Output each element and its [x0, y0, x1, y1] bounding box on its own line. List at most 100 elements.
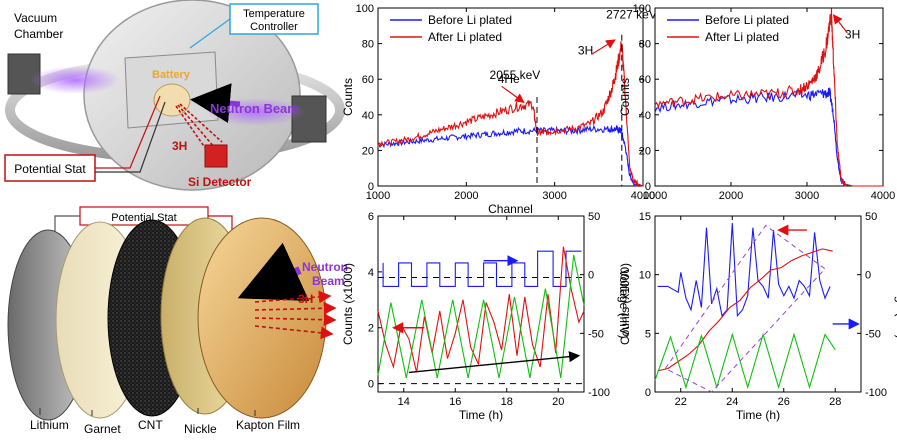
potential-label: Potential Stat — [14, 162, 86, 176]
battery-label: Battery — [152, 69, 191, 81]
y-tick-label: 0 — [368, 181, 374, 193]
y-tick-label: 15 — [639, 211, 651, 223]
x-tick-label: 4000 — [631, 190, 655, 202]
layer-label-lithium: Lithium — [30, 418, 69, 432]
annotation-label: 4He — [498, 72, 520, 86]
y-tick-label: 2 — [368, 323, 374, 335]
y2-tick-label: -50 — [588, 328, 604, 340]
h-arrow — [832, 14, 848, 34]
x-tick-label: 3000 — [542, 190, 566, 202]
y-tick-label: 10 — [639, 270, 651, 282]
y-tick-label: 5 — [645, 328, 651, 340]
annotation-label: 2727 keV — [606, 8, 657, 22]
battery-cell — [153, 83, 191, 117]
triton-label: 3H — [172, 139, 187, 153]
series-line-after-li-plated — [654, 8, 883, 187]
annotation-label: 3H — [578, 43, 593, 57]
y-tick-label: 4 — [368, 267, 374, 279]
series-line-green — [654, 332, 836, 390]
layer-label-cnt: CNT — [138, 418, 163, 432]
x-tick-label: 2000 — [454, 190, 478, 202]
potential-label-2: Potential Stat — [111, 212, 176, 224]
chamber-label-2: Chamber — [14, 27, 63, 41]
x-tick-label: 28 — [829, 396, 841, 408]
x-tick-label: 16 — [449, 396, 461, 408]
chamber-label-1: Vacuum — [14, 11, 57, 25]
legend-entry: Before Li plated — [428, 13, 512, 27]
x-tick-label: 26 — [778, 396, 790, 408]
x-axis-label: Channel — [488, 202, 533, 216]
y-tick-label: 80 — [362, 39, 374, 51]
plot-frame — [654, 215, 862, 393]
h-arrow — [591, 39, 616, 55]
x-tick-label: 20 — [552, 396, 564, 408]
y-tick-label: 0 — [645, 181, 651, 193]
x-tick-label: 18 — [501, 396, 513, 408]
potential-lead-black — [95, 101, 166, 173]
triton-label-2: 3H — [298, 292, 313, 306]
y2-axis-label: Voltage (mV) — [617, 269, 631, 338]
chart-cycling-bottom-middle: 14 16 18 20 0 2 4 6 50 0 -50 -100 Voltage (mV) Time (… — [341, 211, 631, 422]
plot-frame — [377, 7, 644, 187]
detector-label: Si Detector — [188, 175, 252, 189]
annotation-arrow — [408, 351, 581, 374]
x-axis-label: Time (h) — [459, 408, 503, 422]
series-line-after-li-plated — [377, 41, 644, 188]
annotation-label: 2055 keV — [490, 68, 541, 82]
beam-arrow — [190, 83, 241, 124]
layer-label-garnet: Garnet — [84, 422, 121, 436]
y2-tick-label: 0 — [588, 270, 594, 282]
beam-label: Neutron Beam — [210, 101, 299, 116]
layer-stack-illustration — [7, 206, 337, 421]
x-tick-label: 2000 — [719, 190, 743, 202]
x-tick-label: 1000 — [643, 190, 667, 202]
chart-spectrum-top-middle: 1000 2000 3000 4000020406080100ChannelCount… — [341, 3, 657, 216]
y2-tick-label: 50 — [588, 211, 600, 223]
x-tick-label: 3000 — [795, 190, 819, 202]
legend-entry: Before Li plated — [705, 13, 789, 27]
chart-cycling-bottom-right: 22 24 26 28 0 5 10 15 50 0 -50 -100 Voltage (mV) Time… — [618, 211, 897, 422]
beam-label-2b: Beam — [312, 274, 345, 288]
x-tick-label: 22 — [675, 396, 687, 408]
y2-axis-label: Voltage (mV) — [894, 269, 897, 338]
annotation-label: 3H — [845, 27, 860, 41]
layer-label-kapton: Kapton Film — [236, 418, 300, 432]
y-axis-label: Counts — [341, 78, 355, 116]
legend-entry: After Li plated — [428, 30, 502, 44]
x-tick-label: 1000 — [366, 190, 390, 202]
temp-label-2: Controller — [250, 21, 298, 33]
y-tick-label: 100 — [356, 3, 374, 15]
he-arrow — [501, 85, 525, 104]
layer-label-nickle: Nickle — [184, 422, 217, 436]
series-line-voltage — [657, 222, 831, 318]
y-tick-label: 20 — [362, 145, 374, 157]
chart-spectrum-top-right: 1000 2000 3000 4000020406080100CountsBefore… — [618, 3, 895, 202]
potential-stat-box — [4, 154, 96, 182]
x-tick-label: 14 — [398, 396, 410, 408]
si-detector — [204, 144, 228, 168]
y2-tick-label: -100 — [588, 387, 610, 399]
temperature-controller-box — [229, 3, 319, 35]
y-tick-label: 0 — [368, 379, 374, 391]
y-tick-label: 40 — [639, 110, 651, 122]
legend-entry: After Li plated — [705, 30, 779, 44]
y2-tick-label: -100 — [865, 387, 887, 399]
y2-tick-label: 0 — [865, 270, 871, 282]
temp-lead — [189, 18, 231, 49]
x-tick-label: 4000 — [871, 190, 895, 202]
y-tick-label: 20 — [639, 145, 651, 157]
beam-glow-left — [30, 66, 120, 94]
layer-leaders — [39, 408, 256, 416]
x-axis-label: Time (h) — [736, 408, 780, 422]
y-tick-label: 40 — [362, 110, 374, 122]
series-line-voltage — [382, 250, 582, 287]
y2-tick-label: -50 — [865, 328, 881, 340]
y-tick-label: 100 — [633, 3, 651, 15]
vacuum-chamber-illustration — [4, 0, 345, 191]
y-tick-label: 6 — [368, 211, 374, 223]
y-axis-label: Counts — [618, 78, 632, 116]
potential-lead-red — [95, 95, 161, 169]
y2-tick-label: 50 — [865, 211, 877, 223]
series-line-green — [377, 254, 585, 379]
